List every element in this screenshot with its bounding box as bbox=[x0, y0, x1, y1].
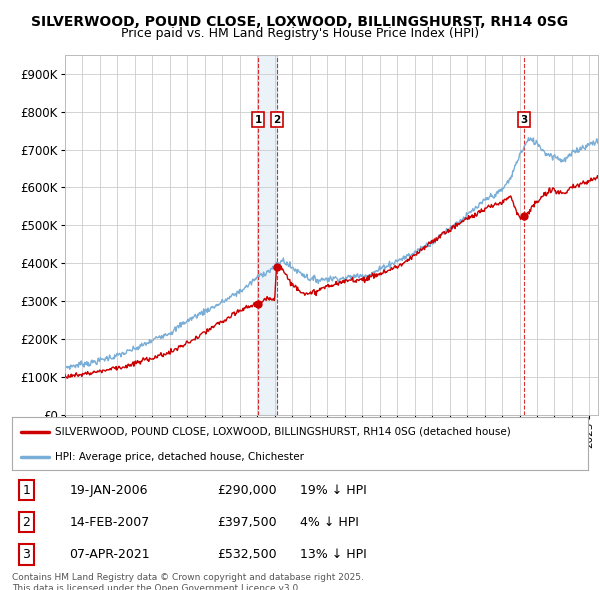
Text: SILVERWOOD, POUND CLOSE, LOXWOOD, BILLINGSHURST, RH14 0SG (detached house): SILVERWOOD, POUND CLOSE, LOXWOOD, BILLIN… bbox=[55, 427, 511, 437]
Text: £397,500: £397,500 bbox=[217, 516, 277, 529]
Text: HPI: Average price, detached house, Chichester: HPI: Average price, detached house, Chic… bbox=[55, 452, 304, 462]
Text: 3: 3 bbox=[521, 114, 528, 124]
Text: 4% ↓ HPI: 4% ↓ HPI bbox=[300, 516, 359, 529]
Text: £290,000: £290,000 bbox=[217, 484, 277, 497]
Text: SILVERWOOD, POUND CLOSE, LOXWOOD, BILLINGSHURST, RH14 0SG: SILVERWOOD, POUND CLOSE, LOXWOOD, BILLIN… bbox=[31, 15, 569, 29]
Text: 2: 2 bbox=[273, 114, 280, 124]
Text: 19-JAN-2006: 19-JAN-2006 bbox=[70, 484, 148, 497]
Text: 1: 1 bbox=[22, 484, 31, 497]
Text: £532,500: £532,500 bbox=[217, 548, 277, 561]
Text: 1: 1 bbox=[254, 114, 262, 124]
Text: 13% ↓ HPI: 13% ↓ HPI bbox=[300, 548, 367, 561]
Text: Contains HM Land Registry data © Crown copyright and database right 2025.
This d: Contains HM Land Registry data © Crown c… bbox=[12, 573, 364, 590]
Text: 07-APR-2021: 07-APR-2021 bbox=[70, 548, 150, 561]
Text: 3: 3 bbox=[22, 548, 31, 561]
Text: Price paid vs. HM Land Registry's House Price Index (HPI): Price paid vs. HM Land Registry's House … bbox=[121, 27, 479, 40]
Text: 19% ↓ HPI: 19% ↓ HPI bbox=[300, 484, 367, 497]
Text: 2: 2 bbox=[22, 516, 31, 529]
Text: 14-FEB-2007: 14-FEB-2007 bbox=[70, 516, 150, 529]
Bar bbox=[258, 55, 277, 415]
